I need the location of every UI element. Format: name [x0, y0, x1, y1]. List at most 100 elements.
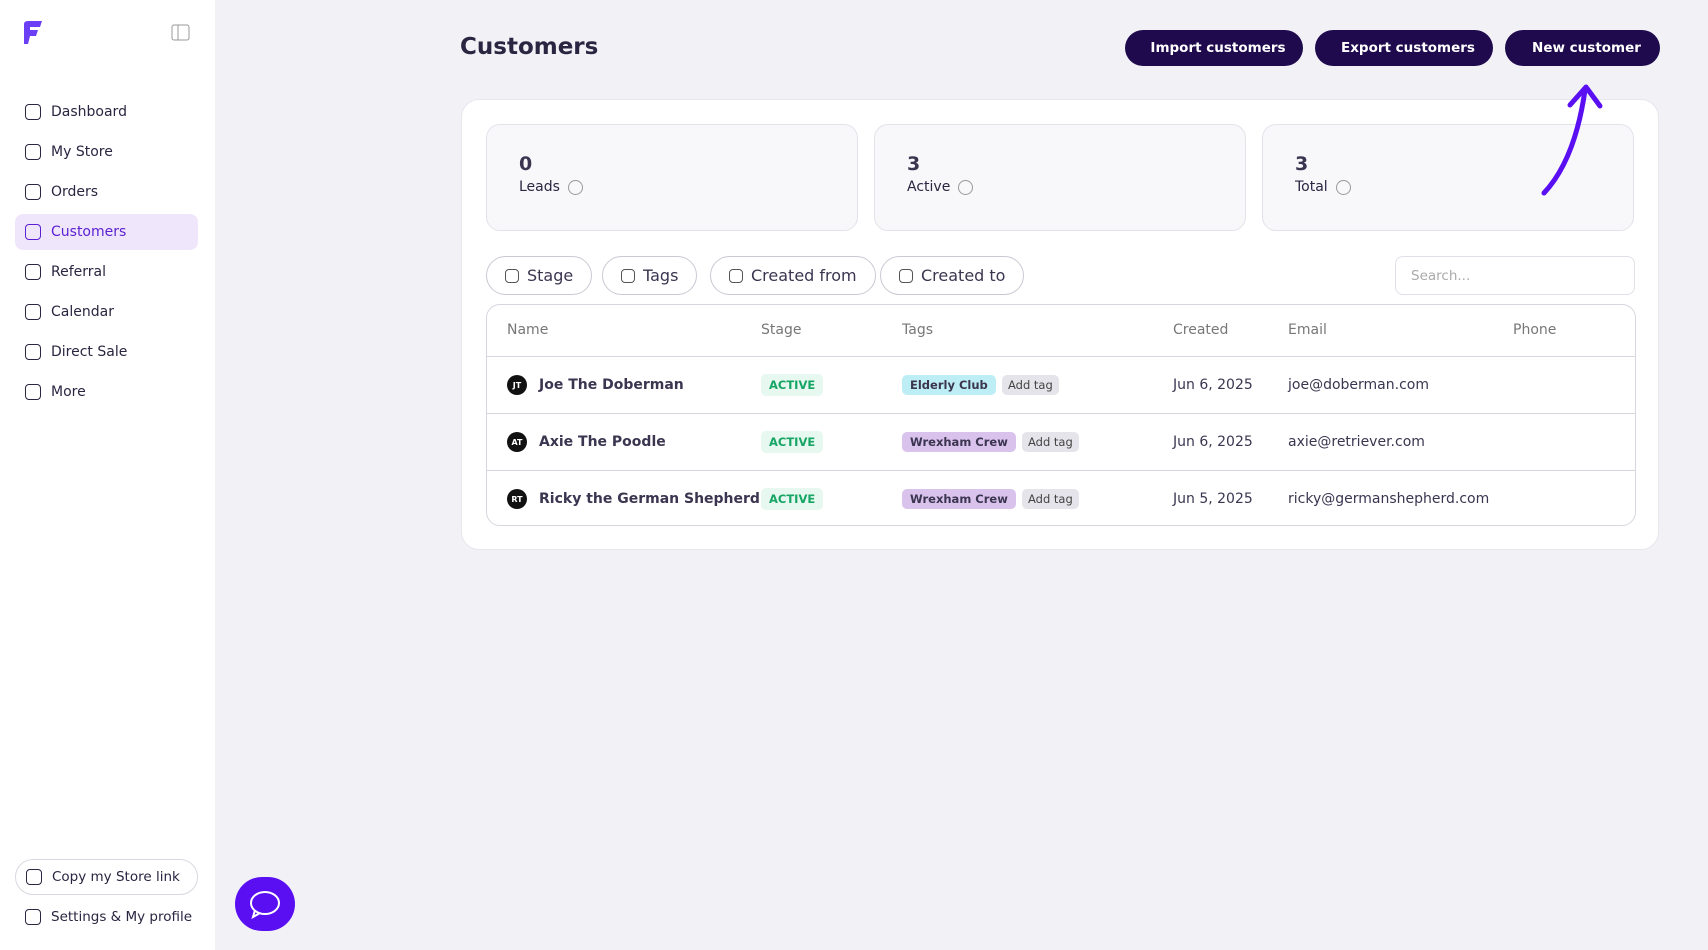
customer-name: Joe The Doberman [539, 377, 684, 393]
nav-icon [25, 304, 41, 320]
tag-badge: Wrexham Crew [902, 432, 1016, 452]
nav-icon [25, 184, 41, 200]
stat-label-row: Leads [519, 179, 825, 195]
email: joe@doberman.com [1288, 377, 1429, 393]
column-header: Tags [902, 322, 933, 338]
nav-icon [25, 104, 41, 120]
stat-value: 3 [907, 153, 921, 175]
nav-icon [25, 224, 41, 240]
filter-label: Tags [643, 266, 679, 285]
filter-icon [505, 268, 519, 283]
nav-label: Direct Sale [51, 344, 128, 360]
footer-icon [26, 869, 42, 885]
nav-item[interactable]: Calendar [15, 294, 198, 330]
action-button[interactable]: New customer [1505, 30, 1660, 66]
sidebar: Dashboard My Store Orders Customers Referral… [0, 0, 215, 950]
footer-label: Copy my Store link [52, 869, 180, 885]
column-header: Phone [1513, 322, 1557, 338]
stage-badge[interactable]: ACTIVE [761, 431, 824, 453]
nav-item[interactable]: Direct Sale [15, 334, 198, 370]
stage-badge[interactable]: ACTIVE [761, 374, 824, 396]
stat-label: Leads [519, 179, 560, 195]
footer-link[interactable]: Settings & My profile [15, 899, 198, 935]
filter-icon [899, 268, 913, 283]
stat-value: 0 [519, 153, 533, 175]
nav-item[interactable]: Customers [15, 214, 198, 250]
column-header: Stage [761, 322, 802, 338]
collapse-button[interactable] [171, 24, 190, 41]
nav-icon [25, 384, 41, 400]
customer-name: Axie The Poodle [539, 434, 666, 450]
tag-badge: Elderly Club [902, 375, 996, 395]
nav-item[interactable]: Referral [15, 254, 198, 290]
stat-label: Active [907, 179, 951, 195]
info-icon [567, 179, 583, 195]
add-tag[interactable]: Add tag [1002, 375, 1059, 395]
add-tag[interactable]: Add tag [1022, 489, 1079, 509]
filter-icon [621, 268, 635, 283]
created-date: Jun 6, 2025 [1173, 377, 1253, 393]
stage-badge[interactable]: ACTIVE [761, 488, 824, 510]
chat-button[interactable] [235, 877, 295, 931]
column-header: Email [1288, 322, 1327, 338]
nav-label: Orders [51, 184, 99, 200]
filter-label: Stage [527, 266, 574, 285]
nav-label: Customers [51, 224, 127, 240]
avatar: RT [507, 489, 527, 509]
nav-item[interactable]: More [15, 374, 198, 410]
email: ricky@germanshepherd.com [1288, 491, 1490, 507]
nav-item[interactable]: My Store [15, 134, 198, 170]
avatar: JT [507, 375, 527, 395]
stat-value: 3 [1295, 153, 1309, 175]
logo [24, 21, 42, 44]
nav-item[interactable]: Orders [15, 174, 198, 210]
nav-label: My Store [51, 144, 113, 160]
stat-card: 0 Leads [486, 124, 858, 231]
filter-button[interactable]: Created from [710, 256, 876, 295]
created-date: Jun 6, 2025 [1173, 434, 1253, 450]
search-input[interactable]: Search... [1395, 256, 1635, 295]
stat-card: 3 Active [874, 124, 1246, 231]
nav-label: Referral [51, 264, 106, 280]
add-tag[interactable]: Add tag [1022, 432, 1079, 452]
action-label: Export customers [1341, 40, 1475, 56]
nav-label: Calendar [51, 304, 114, 320]
page-title: Customers [460, 34, 599, 60]
nav-label: Dashboard [51, 104, 127, 120]
footer-icon [25, 909, 41, 925]
filter-label: Created to [921, 266, 1006, 285]
created-date: Jun 5, 2025 [1173, 491, 1253, 507]
arrow-annotation [1541, 84, 1603, 196]
filter-button[interactable]: Stage [486, 256, 593, 295]
table-row[interactable]: RT Ricky the German Shepherd ACTIVE Wrexham… [487, 470, 1635, 525]
filter-button[interactable]: Created to [880, 256, 1025, 295]
table-row[interactable]: JT Joe The Doberman ACTIVE Elderly Club Add … [487, 356, 1635, 413]
tag-badge: Wrexham Crew [902, 489, 1016, 509]
nav-icon [25, 344, 41, 360]
filter-icon [729, 268, 743, 283]
filter-label: Created from [751, 266, 857, 285]
nav-item[interactable]: Dashboard [15, 94, 198, 130]
customers-card: Search... Name Stage Tags Created Email Phone… [461, 99, 1659, 550]
info-icon [958, 179, 974, 195]
avatar: AT [507, 432, 527, 452]
action-button[interactable]: Import customers [1125, 30, 1303, 66]
column-header: Created [1173, 322, 1229, 338]
footer-link[interactable]: Copy my Store link [15, 859, 198, 895]
nav-icon [25, 264, 41, 280]
stat-label-row: Total [1295, 179, 1601, 195]
info-icon [1335, 179, 1351, 195]
customer-name: Ricky the German Shepherd [539, 491, 760, 507]
action-button[interactable]: Export customers [1315, 30, 1493, 66]
action-label: Import customers [1150, 40, 1286, 56]
customers-table: Name Stage Tags Created Email Phone JT Joe The … [486, 304, 1636, 526]
action-label: New customer [1532, 40, 1641, 56]
table-row[interactable]: AT Axie The Poodle ACTIVE Wrexham Crew Add t… [487, 413, 1635, 470]
column-header: Name [507, 322, 549, 338]
nav-icon [25, 144, 41, 160]
stat-label: Total [1295, 179, 1328, 195]
footer-label: Settings & My profile [51, 909, 193, 925]
email: axie@retriever.com [1288, 434, 1425, 450]
filter-button[interactable]: Tags [602, 256, 698, 295]
